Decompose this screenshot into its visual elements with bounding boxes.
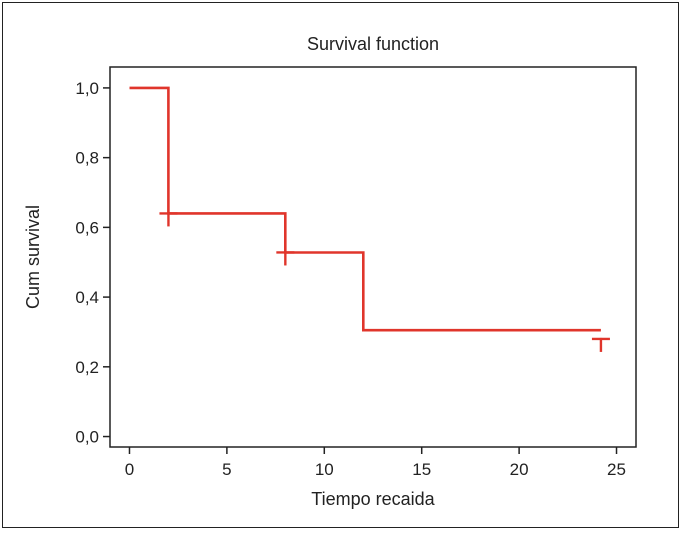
x-tick-label: 0 bbox=[125, 460, 134, 479]
x-tick-label: 5 bbox=[222, 460, 231, 479]
censored-mark bbox=[591, 337, 610, 352]
x-tick-label: 15 bbox=[412, 460, 431, 479]
y-tick-label: 0,6 bbox=[75, 218, 99, 237]
x-tick-label: 10 bbox=[315, 460, 334, 479]
x-axis-label: Tiempo recaida bbox=[311, 489, 435, 509]
y-tick-label: 0,8 bbox=[75, 149, 99, 168]
survival-chart: Survival function 0,0 0,2 0,4 0,6 0,8 1,0 0 5 1… bbox=[23, 34, 637, 509]
plot-area bbox=[109, 66, 637, 448]
chart-frame: Survival function 0,0 0,2 0,4 0,6 0,8 1,0 0 5 1… bbox=[2, 2, 679, 528]
x-axis: 0 5 10 15 20 25 bbox=[125, 447, 626, 479]
y-tick-label: 0,2 bbox=[75, 358, 99, 377]
chart-title: Survival function bbox=[307, 34, 439, 54]
x-tick-label: 25 bbox=[607, 460, 626, 479]
survival-step-line bbox=[129, 86, 601, 332]
censored-marks bbox=[159, 212, 610, 352]
y-tick-label: 0,4 bbox=[75, 288, 99, 307]
y-axis: 0,0 0,2 0,4 0,6 0,8 1,0 bbox=[75, 79, 110, 447]
y-tick-label: 0,0 bbox=[75, 428, 99, 447]
y-axis-label: Cum survival bbox=[23, 205, 43, 309]
censored-mark bbox=[276, 251, 295, 266]
x-tick-label: 20 bbox=[510, 460, 529, 479]
censored-mark bbox=[159, 212, 178, 227]
y-tick-label: 1,0 bbox=[75, 79, 99, 98]
series-group bbox=[129, 86, 601, 332]
